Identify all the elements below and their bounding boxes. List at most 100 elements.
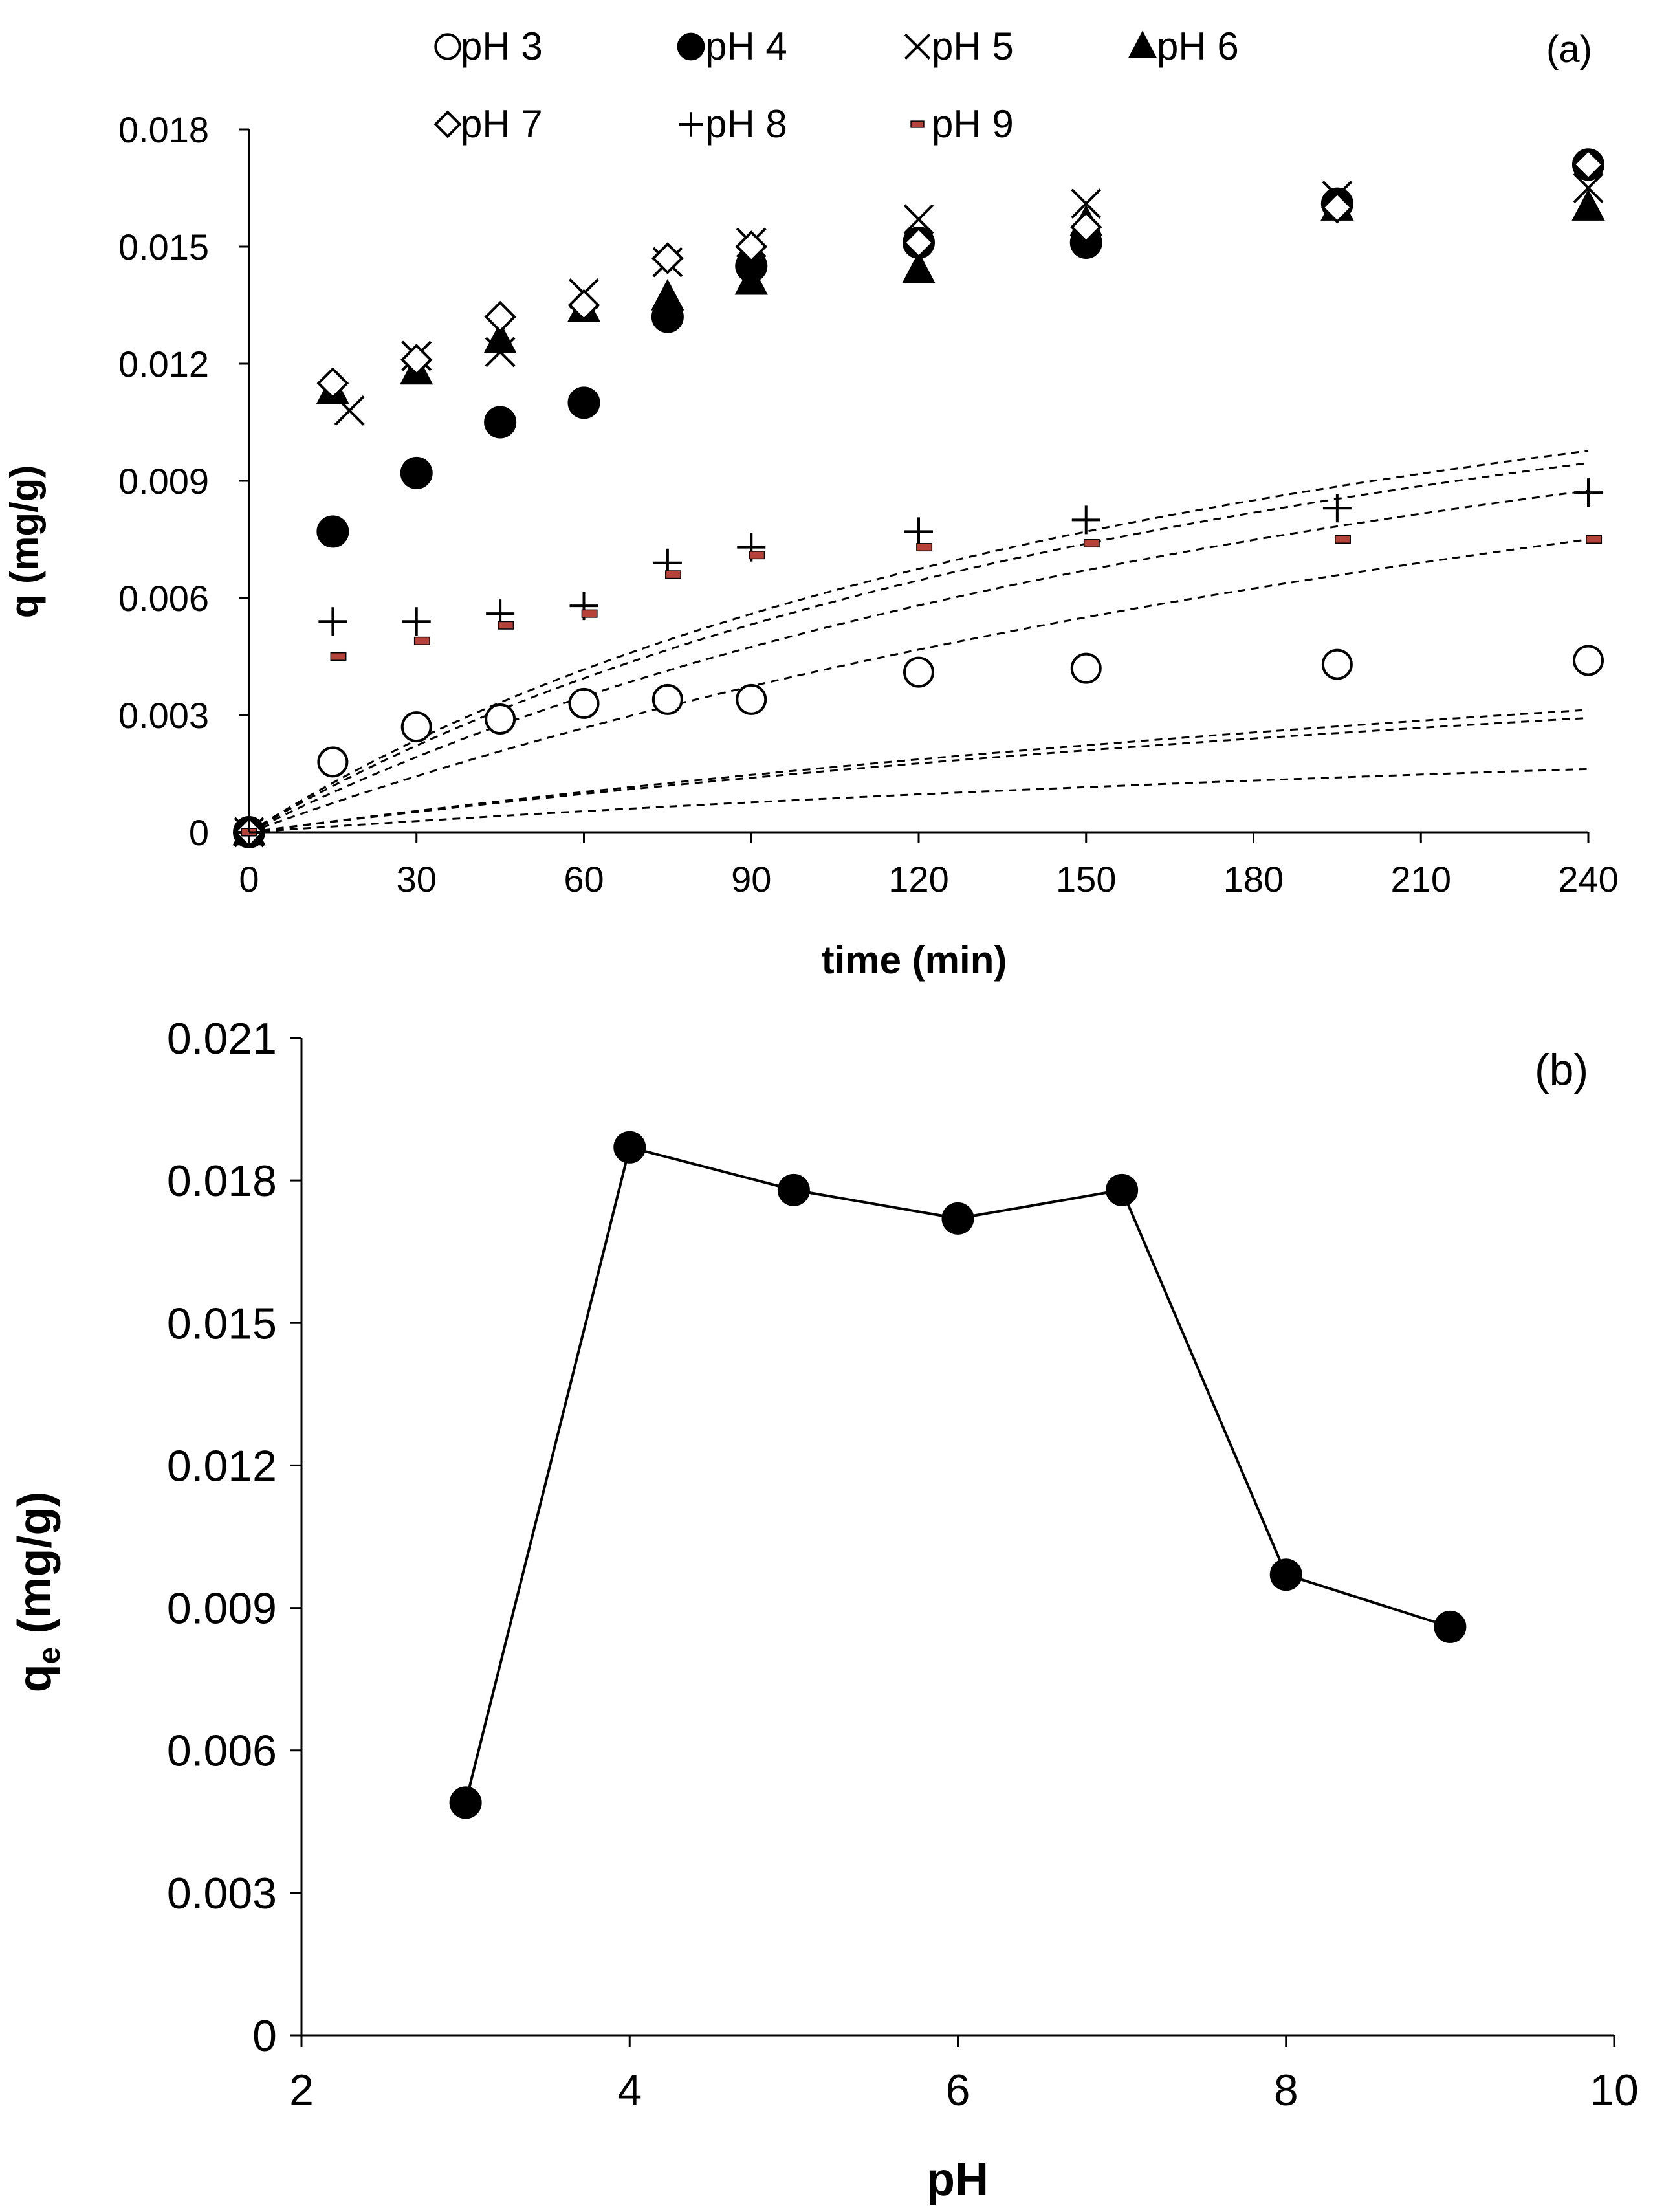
chart-a-x-tick-label: 120 bbox=[888, 859, 948, 900]
chart-a-y-tick-label: 0.009 bbox=[118, 461, 209, 502]
chart-a-fit-lines bbox=[248, 450, 1589, 834]
legend-item-ph5: pH 5 bbox=[904, 25, 1014, 68]
chart-a-y-tick-label: 0.018 bbox=[118, 109, 209, 150]
chart-b-x-axis-title: pH bbox=[926, 2154, 989, 2206]
data-point-ph9 bbox=[665, 570, 681, 579]
chart-a-y-tick-label: 0.006 bbox=[118, 578, 209, 619]
chart-b-y-tick-label: 0.012 bbox=[167, 1441, 277, 1490]
data-point-ph8 bbox=[1071, 505, 1100, 535]
chart-b-x-tick-label: 4 bbox=[617, 2066, 642, 2115]
fit-line-ph8 bbox=[248, 709, 1589, 834]
chart-a-data-points bbox=[232, 148, 1605, 848]
legend-marker-ph3 bbox=[434, 33, 461, 60]
chart-b-y-axis-title-subscript: e bbox=[32, 1647, 67, 1665]
data-point-ph7 bbox=[1572, 148, 1604, 181]
data-point-ph7 bbox=[484, 300, 516, 333]
legend-label-ph5: pH 5 bbox=[932, 25, 1014, 68]
data-point-ph8 bbox=[1574, 478, 1603, 507]
chart-b-x-tick-label: 10 bbox=[1590, 2066, 1639, 2115]
data-point-ph7 bbox=[316, 367, 349, 399]
fit-line-ph7 bbox=[248, 450, 1589, 834]
chart-b-x-ticks: 2 4 6 8 10 bbox=[289, 2035, 1639, 2115]
chart-b-y-tick-label: 0.018 bbox=[167, 1156, 277, 1206]
chart-a-x-tick-label: 60 bbox=[564, 859, 604, 900]
chart-b-data-points bbox=[449, 1131, 1467, 1819]
chart-a-y-tick-label: 0.012 bbox=[118, 344, 209, 384]
legend-item-ph9: pH 9 bbox=[910, 102, 1014, 146]
legend-marker-ph5 bbox=[904, 33, 931, 60]
chart-a-x-tick-label: 30 bbox=[397, 859, 437, 900]
legend-item-ph7: pH 7 bbox=[433, 102, 543, 146]
legend-symbol-ph9 bbox=[910, 120, 925, 128]
chart-b-x-tick-label: 2 bbox=[289, 2066, 314, 2115]
fit-line-ph3 bbox=[248, 768, 1589, 834]
chart-a-x-tick-label: 210 bbox=[1391, 859, 1451, 900]
data-point-ph3 bbox=[485, 703, 516, 735]
chart-b-data-point bbox=[1269, 1558, 1302, 1591]
data-point-ph8 bbox=[904, 517, 933, 546]
chart-b-data-point bbox=[941, 1202, 974, 1235]
chart-a-x-tick-label: 90 bbox=[731, 859, 771, 900]
chart-a-y-tick-label: 0.015 bbox=[118, 227, 209, 267]
chart-a-x-axis-title: time (min) bbox=[822, 938, 1007, 982]
legend-item-ph8: pH 8 bbox=[679, 102, 787, 146]
chart-b: 0 0.003 0.006 0.009 0.012 0.015 0.018 0.021 2 4 6… bbox=[9, 1014, 1639, 2206]
data-point-ph3 bbox=[1321, 648, 1353, 680]
legend-symbol-ph4 bbox=[677, 32, 705, 61]
legend-symbol-ph7 bbox=[433, 110, 462, 138]
chart-b-panel-label: (b) bbox=[1535, 1045, 1588, 1094]
legend-label-ph7: pH 7 bbox=[461, 102, 543, 146]
data-point-ph3 bbox=[1070, 652, 1102, 684]
chart-a-legend: pH 3 pH 4 pH 5 pH 6 pH 7 pH 8 bbox=[433, 25, 1239, 146]
chart-a-y-tick-label: 0.003 bbox=[118, 695, 209, 736]
legend-label-ph8: pH 8 bbox=[705, 102, 787, 146]
data-point-ph9 bbox=[916, 543, 933, 552]
legend-marker-ph9 bbox=[910, 120, 925, 128]
data-point-ph4 bbox=[484, 406, 517, 439]
chart-b-y-axis-title-main: q bbox=[9, 1664, 61, 1692]
legend-symbol-ph8 bbox=[679, 112, 703, 137]
data-point-ph6 bbox=[734, 263, 768, 295]
fit-line-ph5 bbox=[248, 462, 1589, 834]
data-point-ph7 bbox=[903, 227, 935, 259]
data-point-ph3 bbox=[651, 683, 683, 715]
data-point-ph5 bbox=[1573, 173, 1604, 203]
chart-a-x-tick-label: 0 bbox=[239, 859, 259, 900]
chart-a-y-ticks: 0 0.003 0.006 0.009 0.012 0.015 0.018 bbox=[118, 109, 249, 853]
data-point-ph9 bbox=[413, 636, 430, 645]
data-point-ph8 bbox=[402, 607, 431, 636]
chart-b-x-tick-label: 8 bbox=[1274, 2066, 1298, 2115]
fit-line-ph6 bbox=[248, 489, 1589, 834]
chart-b-y-tick-label: 0.006 bbox=[167, 1727, 277, 1776]
chart-b-data-point bbox=[613, 1131, 646, 1164]
data-point-ph9 bbox=[581, 609, 598, 618]
legend-item-ph4: pH 4 bbox=[677, 25, 787, 68]
chart-b-data-point bbox=[1106, 1173, 1139, 1206]
data-point-ph4 bbox=[400, 456, 433, 489]
legend-item-ph6: pH 6 bbox=[1128, 25, 1239, 68]
chart-b-y-axis-title: qe (mg/g) bbox=[9, 1492, 67, 1693]
chart-a-panel-label: (a) bbox=[1546, 28, 1592, 71]
chart-b-data-point bbox=[1434, 1610, 1467, 1643]
data-point-ph5 bbox=[903, 204, 934, 235]
data-point-ph7 bbox=[1321, 191, 1353, 224]
data-point-ph3 bbox=[568, 687, 600, 719]
legend-label-ph9: pH 9 bbox=[932, 102, 1014, 146]
data-point-ph7 bbox=[735, 230, 768, 263]
fit-line-ph4 bbox=[248, 538, 1589, 834]
series-ph8 bbox=[235, 478, 1603, 846]
chart-a: 0 0.003 0.006 0.009 0.012 0.015 0.018 0 30 60 90 1… bbox=[3, 25, 1619, 982]
data-point-ph9 bbox=[1335, 535, 1351, 544]
legend-symbol-ph3 bbox=[434, 33, 461, 60]
chart-a-x-tick-label: 150 bbox=[1056, 859, 1116, 900]
data-point-ph7 bbox=[1069, 211, 1102, 243]
data-point-ph7 bbox=[651, 242, 684, 274]
chart-a-y-axis-title: q (mg/g) bbox=[3, 465, 46, 619]
data-point-ph9 bbox=[498, 621, 514, 630]
chart-b-data-point bbox=[449, 1786, 482, 1819]
legend-marker-ph4 bbox=[677, 32, 705, 61]
legend-label-ph6: pH 6 bbox=[1157, 25, 1239, 68]
chart-b-y-tick-label: 0 bbox=[252, 2011, 277, 2061]
legend-symbol-ph5 bbox=[904, 33, 931, 60]
